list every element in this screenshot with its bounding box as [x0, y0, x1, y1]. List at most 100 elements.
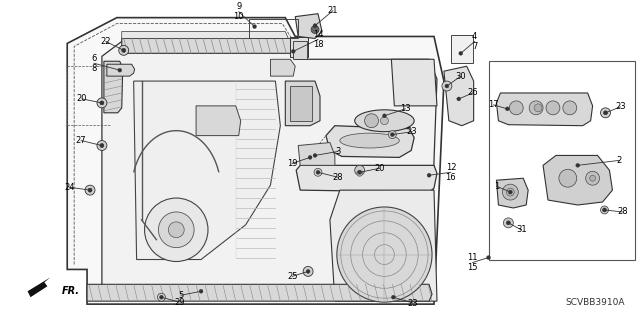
Text: 14
18: 14 18 [313, 30, 323, 49]
Circle shape [506, 221, 510, 225]
Circle shape [313, 24, 317, 27]
Circle shape [100, 101, 104, 105]
Polygon shape [497, 93, 593, 126]
Polygon shape [271, 59, 295, 76]
Circle shape [392, 295, 396, 299]
Circle shape [589, 175, 596, 181]
Circle shape [508, 190, 512, 194]
Circle shape [291, 49, 295, 53]
Circle shape [459, 51, 463, 55]
Circle shape [306, 270, 310, 273]
Text: SCVBB3910A: SCVBB3910A [566, 298, 625, 307]
Circle shape [358, 170, 362, 174]
Text: 1: 1 [494, 182, 499, 191]
Text: 5: 5 [179, 291, 184, 300]
Text: 28: 28 [333, 173, 343, 182]
Polygon shape [196, 106, 241, 136]
Circle shape [303, 266, 313, 276]
Circle shape [602, 208, 607, 212]
Circle shape [88, 188, 92, 192]
Text: 20: 20 [374, 164, 385, 173]
Circle shape [100, 144, 104, 147]
Polygon shape [444, 66, 474, 126]
Polygon shape [107, 64, 134, 76]
Text: FR.: FR. [62, 286, 80, 296]
Polygon shape [285, 81, 320, 126]
Circle shape [157, 293, 165, 301]
Polygon shape [543, 155, 612, 205]
Polygon shape [134, 81, 280, 260]
Bar [451, 35, 473, 63]
Circle shape [145, 198, 208, 262]
Circle shape [85, 185, 95, 195]
Circle shape [316, 170, 320, 174]
Ellipse shape [340, 133, 399, 148]
Circle shape [122, 48, 125, 52]
Circle shape [427, 173, 431, 177]
Circle shape [576, 163, 580, 167]
Circle shape [546, 101, 560, 115]
Polygon shape [296, 165, 437, 192]
Text: 23: 23 [408, 299, 419, 308]
Text: 24: 24 [64, 183, 74, 192]
Polygon shape [67, 18, 444, 304]
Circle shape [563, 101, 577, 115]
Text: 4
7: 4 7 [472, 32, 477, 51]
Text: 26: 26 [467, 88, 478, 98]
Polygon shape [87, 284, 432, 301]
Circle shape [100, 144, 104, 147]
Circle shape [388, 131, 396, 138]
Polygon shape [392, 59, 437, 106]
Text: 2: 2 [617, 156, 622, 165]
Circle shape [168, 222, 184, 238]
Circle shape [390, 133, 394, 137]
Circle shape [122, 48, 125, 52]
Polygon shape [295, 14, 322, 39]
Circle shape [118, 68, 122, 72]
Text: 25: 25 [287, 272, 298, 281]
Circle shape [600, 206, 609, 214]
Polygon shape [102, 41, 437, 297]
Circle shape [355, 165, 365, 175]
Text: 29: 29 [174, 298, 184, 307]
Bar [488, 61, 636, 260]
Text: 11
15: 11 15 [467, 253, 478, 272]
Circle shape [486, 256, 490, 260]
Circle shape [383, 114, 387, 118]
Circle shape [159, 295, 163, 299]
Ellipse shape [355, 110, 414, 132]
Circle shape [97, 141, 107, 151]
Circle shape [457, 97, 461, 101]
Circle shape [159, 212, 194, 248]
Polygon shape [298, 143, 335, 165]
Circle shape [305, 151, 315, 160]
Circle shape [600, 108, 611, 118]
Polygon shape [28, 277, 51, 297]
Circle shape [380, 117, 388, 125]
Circle shape [100, 101, 104, 105]
Circle shape [445, 84, 449, 88]
Text: 17: 17 [488, 100, 499, 109]
Text: 19: 19 [287, 159, 298, 168]
Bar [293, 41, 307, 59]
Circle shape [504, 218, 513, 228]
Text: 13: 13 [400, 104, 411, 113]
Circle shape [534, 104, 542, 112]
Text: 27: 27 [76, 136, 86, 145]
Text: 3: 3 [335, 147, 340, 156]
Circle shape [311, 26, 319, 33]
Circle shape [313, 153, 317, 157]
Text: 9
10: 9 10 [234, 2, 244, 21]
Circle shape [529, 101, 543, 115]
Polygon shape [330, 190, 437, 301]
Text: 23: 23 [615, 102, 626, 111]
Bar [291, 37, 308, 57]
Text: 12
16: 12 16 [445, 163, 456, 182]
Circle shape [337, 207, 432, 302]
Polygon shape [326, 126, 414, 157]
Text: 28: 28 [617, 207, 628, 216]
Circle shape [253, 25, 257, 28]
Circle shape [314, 168, 322, 176]
Bar [248, 19, 298, 39]
Circle shape [602, 208, 607, 212]
